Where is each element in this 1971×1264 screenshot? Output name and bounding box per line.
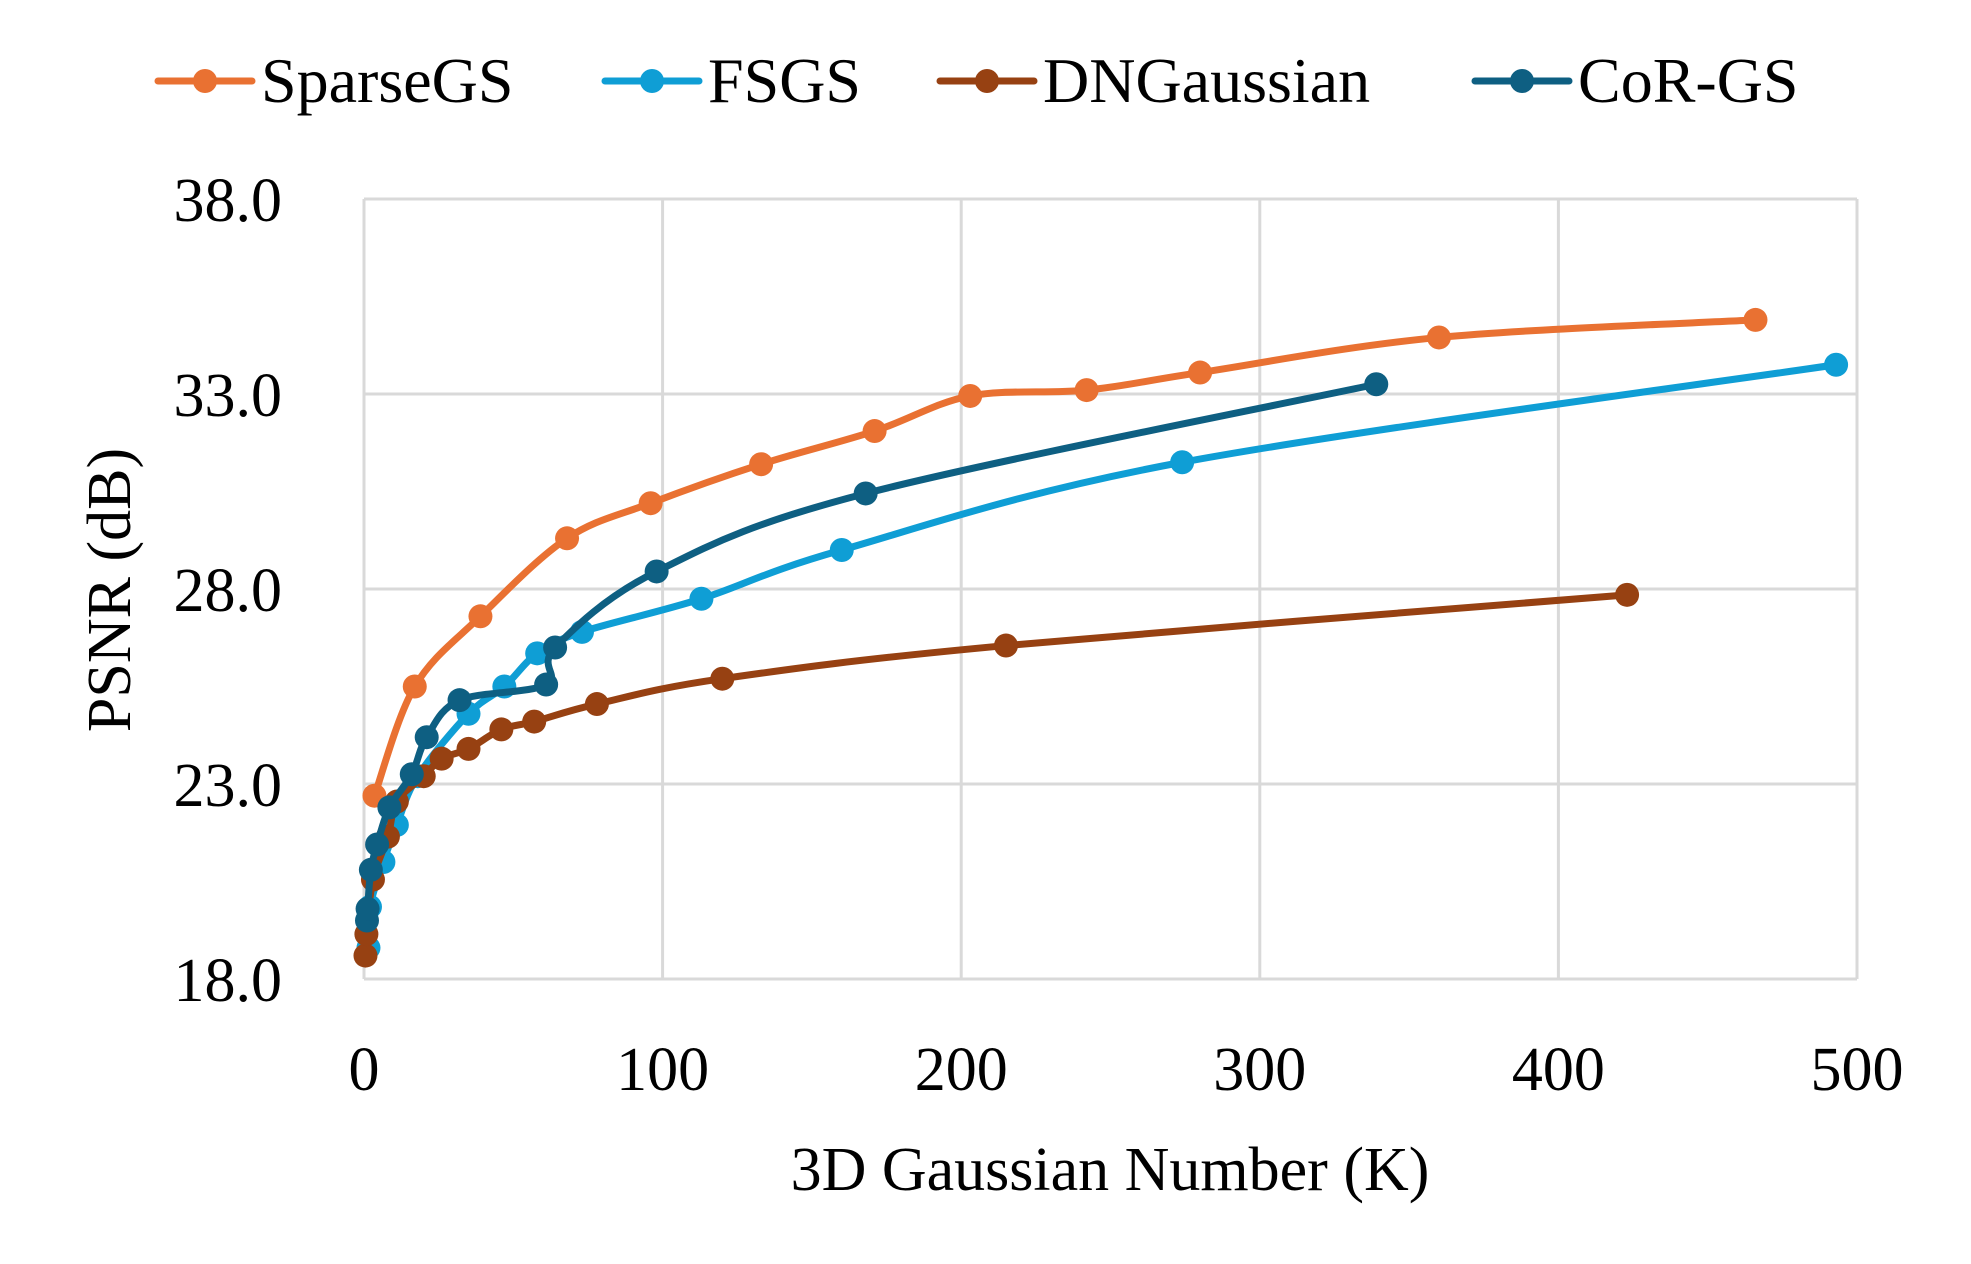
data-point-marker	[1615, 582, 1640, 607]
y-axis-title: PSNR (dB)	[76, 448, 144, 732]
data-point-marker	[749, 452, 774, 477]
y-tick-label: 38.0	[174, 167, 283, 235]
data-point-marker	[958, 383, 983, 408]
legend-label: CoR-GS	[1578, 45, 1799, 116]
data-point-marker	[1426, 325, 1451, 350]
series-line	[364, 361, 1840, 952]
y-tick-label: 18.0	[174, 947, 283, 1015]
series-cor-gs	[354, 372, 1389, 933]
series-sparsegs	[362, 307, 1768, 808]
x-tick-label: 300	[1213, 1036, 1306, 1104]
y-tick-label: 33.0	[174, 362, 283, 430]
data-point-marker	[862, 419, 887, 444]
x-axis-title: 3D Gaussian Number (K)	[791, 1136, 1430, 1204]
data-point-marker	[355, 896, 380, 921]
legend-item-fsgs: FSGS	[601, 45, 861, 116]
legend-marker-icon	[640, 69, 664, 93]
data-point-marker	[1074, 378, 1099, 403]
legend-item-dngaussian: DNGaussian	[936, 45, 1370, 116]
data-point-marker	[522, 709, 547, 734]
x-tick-label: 100	[616, 1036, 709, 1104]
data-point-marker	[377, 795, 402, 820]
data-point-marker	[689, 586, 714, 611]
legend-item-cor-gs: CoR-GS	[1471, 45, 1799, 116]
legend-label: DNGaussian	[1043, 45, 1370, 116]
legend: SparseGS FSGS DNGaussian CoR-GS	[154, 45, 1799, 116]
data-point-marker	[1188, 360, 1213, 385]
data-point-marker	[993, 633, 1018, 658]
data-point-marker	[534, 672, 559, 697]
data-point-marker	[365, 832, 390, 857]
y-axis-tick-labels: 18.0 23.0 28.0 33.0 38.0	[174, 167, 283, 1015]
x-tick-label: 0	[349, 1036, 380, 1104]
data-point-marker	[584, 692, 609, 717]
data-point-marker	[447, 688, 472, 713]
x-tick-label: 500	[1811, 1036, 1904, 1104]
data-point-marker	[543, 635, 568, 660]
x-tick-label: 200	[915, 1036, 1008, 1104]
data-point-marker	[1824, 352, 1849, 377]
data-point-marker	[829, 538, 854, 562]
data-point-marker	[710, 666, 735, 691]
data-point-marker	[429, 746, 454, 771]
y-tick-label: 28.0	[174, 557, 283, 625]
y-tick-label: 23.0	[174, 752, 283, 820]
data-point-marker	[555, 526, 580, 551]
legend-label: SparseGS	[261, 45, 513, 116]
data-point-marker	[1170, 450, 1195, 475]
data-point-marker	[399, 762, 424, 787]
x-axis-tick-labels: 0 100 200 300 400 500	[349, 1036, 1904, 1104]
legend-item-sparsegs: SparseGS	[154, 45, 513, 116]
data-point-marker	[358, 857, 383, 882]
legend-marker-icon	[193, 69, 217, 93]
data-point-marker	[414, 725, 439, 750]
data-point-marker	[1364, 372, 1389, 397]
series-line	[363, 380, 1380, 924]
x-tick-label: 400	[1512, 1036, 1605, 1104]
series-line	[370, 316, 1759, 800]
data-point-marker	[644, 559, 669, 584]
data-point-marker	[1743, 307, 1768, 332]
data-point-marker	[489, 717, 514, 742]
data-point-marker	[638, 491, 663, 516]
data-point-marker	[853, 481, 878, 506]
data-point-marker	[456, 736, 481, 761]
data-point-marker	[353, 943, 378, 968]
gridlines	[362, 197, 1859, 981]
data-series	[353, 307, 1849, 968]
data-point-marker	[402, 674, 427, 699]
legend-label: FSGS	[708, 45, 861, 116]
legend-marker-icon	[1510, 69, 1534, 93]
data-point-marker	[468, 604, 493, 629]
legend-marker-icon	[975, 69, 999, 93]
